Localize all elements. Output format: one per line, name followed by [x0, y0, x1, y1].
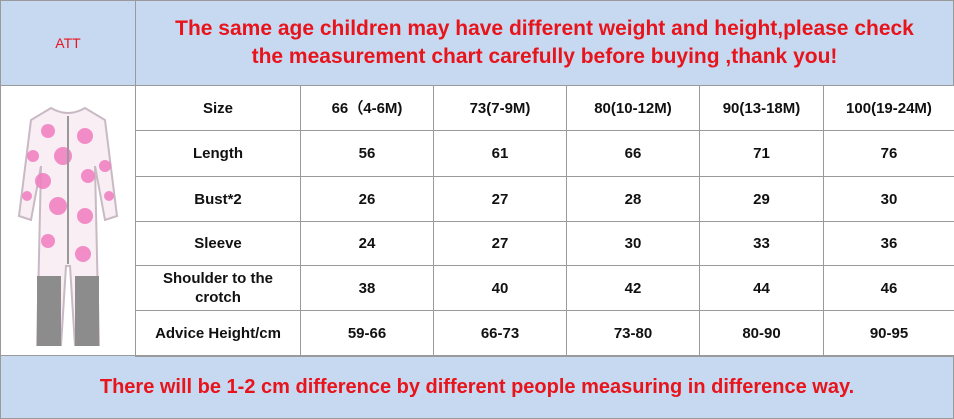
table-cell: Advice Height/cm — [135, 310, 301, 357]
measurement: 30 — [880, 190, 898, 208]
table-cell: 71 — [699, 130, 824, 177]
romper-image — [17, 106, 119, 346]
row-header: Size — [202, 99, 233, 117]
measurement: 56 — [358, 145, 376, 162]
romper-leg — [75, 275, 99, 346]
measurement: 46 — [880, 279, 898, 297]
measurement: 40 — [491, 279, 509, 297]
measurement: 73-80 — [613, 325, 653, 342]
romper-leg — [37, 275, 61, 346]
table-cell: 24 — [300, 221, 434, 266]
table-cell: Shoulder to the crotch — [135, 265, 301, 311]
table-cell: 76 — [823, 130, 954, 177]
table-cell: 73(7-9M) — [433, 85, 567, 131]
table-cell: 30 — [823, 176, 954, 222]
att-label: ATT — [55, 35, 81, 51]
measurement: 36 — [880, 235, 898, 252]
table-cell: 28 — [566, 176, 700, 222]
size-header: 73(7-9M) — [469, 99, 531, 117]
measurement: 30 — [624, 235, 642, 252]
table-cell: 59-66 — [300, 310, 434, 357]
measurement: 29 — [753, 190, 770, 208]
measurement: 24 — [358, 235, 376, 252]
measurement: 80-90 — [742, 325, 781, 342]
row-label: Shoulder to the crotch — [163, 270, 273, 306]
measurement: 26 — [358, 190, 376, 208]
size-header: 80(10-12M) — [594, 99, 672, 117]
measurement: 71 — [753, 145, 770, 162]
table-cell: 42 — [566, 265, 700, 311]
measurement: 44 — [753, 279, 770, 297]
table-cell: 26 — [300, 176, 434, 222]
size-header: 100(19-24M) — [846, 99, 932, 117]
table-cell: 27 — [433, 221, 567, 266]
table-cell: 40 — [433, 265, 567, 311]
table-cell: 100(19-24M) — [823, 85, 954, 131]
table-cell: 66 — [566, 130, 700, 177]
measurement: 61 — [491, 145, 509, 162]
measurement: 76 — [880, 145, 898, 162]
table-cell: 80(10-12M) — [566, 85, 700, 131]
row-label: Advice Height/cm — [155, 325, 281, 342]
table-cell: 66-73 — [433, 310, 567, 357]
measurement: 33 — [753, 235, 770, 252]
footer-note: There will be 1-2 cm difference by diffe… — [99, 375, 855, 398]
table-cell: 36 — [823, 221, 954, 266]
notice-cell: The same age children may have different… — [135, 0, 954, 86]
table-cell: 66（4-6M) — [300, 85, 434, 131]
table-cell: 56 — [300, 130, 434, 177]
table-cell: 44 — [699, 265, 824, 311]
table-cell: Bust*2 — [135, 176, 301, 222]
size-header: 90(13-18M) — [722, 99, 801, 117]
measurement: 90-95 — [869, 325, 909, 342]
measurement: 59-66 — [347, 325, 387, 342]
table-cell: Sleeve — [135, 221, 301, 266]
row-label: Sleeve — [194, 235, 242, 252]
row-label: Bust*2 — [194, 190, 242, 208]
measurement: 66-73 — [480, 325, 520, 342]
measurement: 27 — [491, 190, 509, 208]
table-cell: 90-95 — [823, 310, 954, 357]
table-cell: 30 — [566, 221, 700, 266]
image-cell — [0, 85, 136, 356]
measurement: 42 — [624, 279, 642, 297]
row-label: Length — [193, 145, 243, 162]
measurement: 38 — [358, 279, 376, 297]
measurement: 28 — [624, 190, 642, 208]
att-cell: ATT — [0, 0, 136, 86]
table-cell: 33 — [699, 221, 824, 266]
table-cell: 90(13-18M) — [699, 85, 824, 131]
table-cell: 46 — [823, 265, 954, 311]
notice-line: The same age children may have different… — [175, 17, 914, 40]
measurement: 27 — [491, 235, 509, 252]
table-cell: 29 — [699, 176, 824, 222]
table-cell: 73-80 — [566, 310, 700, 357]
table-cell: 27 — [433, 176, 567, 222]
footer-cell: There will be 1-2 cm difference by diffe… — [0, 355, 954, 419]
table-cell: Length — [135, 130, 301, 177]
table-cell: 80-90 — [699, 310, 824, 357]
notice-line: the measurement chart carefully before b… — [251, 45, 838, 68]
table-cell: Size — [135, 85, 301, 131]
romper-pattern — [22, 123, 114, 262]
measurement: 66 — [624, 145, 642, 162]
size-header: 66（4-6M) — [331, 99, 403, 117]
table-cell: 61 — [433, 130, 567, 177]
table-cell: 38 — [300, 265, 434, 311]
